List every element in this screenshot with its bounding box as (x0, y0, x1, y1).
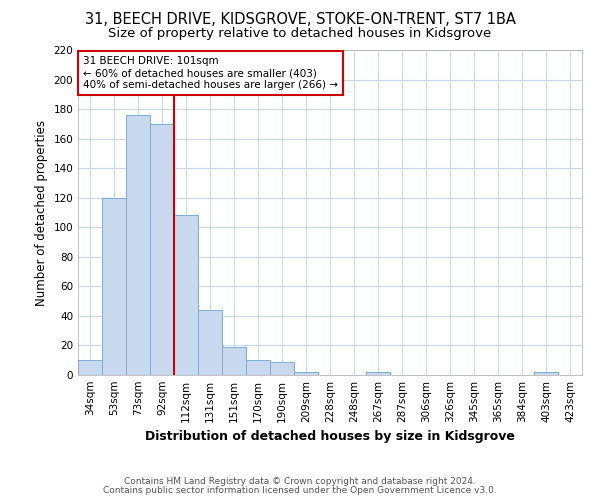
Bar (126, 115, 150, 375)
Bar (366, 372, 390, 375)
Text: Contains HM Land Registry data © Crown copyright and database right 2024.: Contains HM Land Registry data © Crown c… (124, 477, 476, 486)
Bar (222, 347, 246, 375)
X-axis label: Distribution of detached houses by size in Kidsgrove: Distribution of detached houses by size … (145, 430, 515, 444)
Bar (198, 310, 222, 375)
Bar (534, 372, 558, 375)
Bar (174, 216, 198, 375)
Y-axis label: Number of detached properties: Number of detached properties (35, 120, 48, 306)
Bar (102, 198, 126, 375)
Bar (78, 360, 102, 375)
Text: 31, BEECH DRIVE, KIDSGROVE, STOKE-ON-TRENT, ST7 1BA: 31, BEECH DRIVE, KIDSGROVE, STOKE-ON-TRE… (85, 12, 515, 28)
Text: Contains public sector information licensed under the Open Government Licence v3: Contains public sector information licen… (103, 486, 497, 495)
Bar (294, 372, 318, 375)
Text: Size of property relative to detached houses in Kidsgrove: Size of property relative to detached ho… (109, 28, 491, 40)
Bar (270, 362, 294, 375)
Bar (246, 360, 270, 375)
Text: 31 BEECH DRIVE: 101sqm
← 60% of detached houses are smaller (403)
40% of semi-de: 31 BEECH DRIVE: 101sqm ← 60% of detached… (83, 56, 338, 90)
Bar (150, 124, 174, 375)
